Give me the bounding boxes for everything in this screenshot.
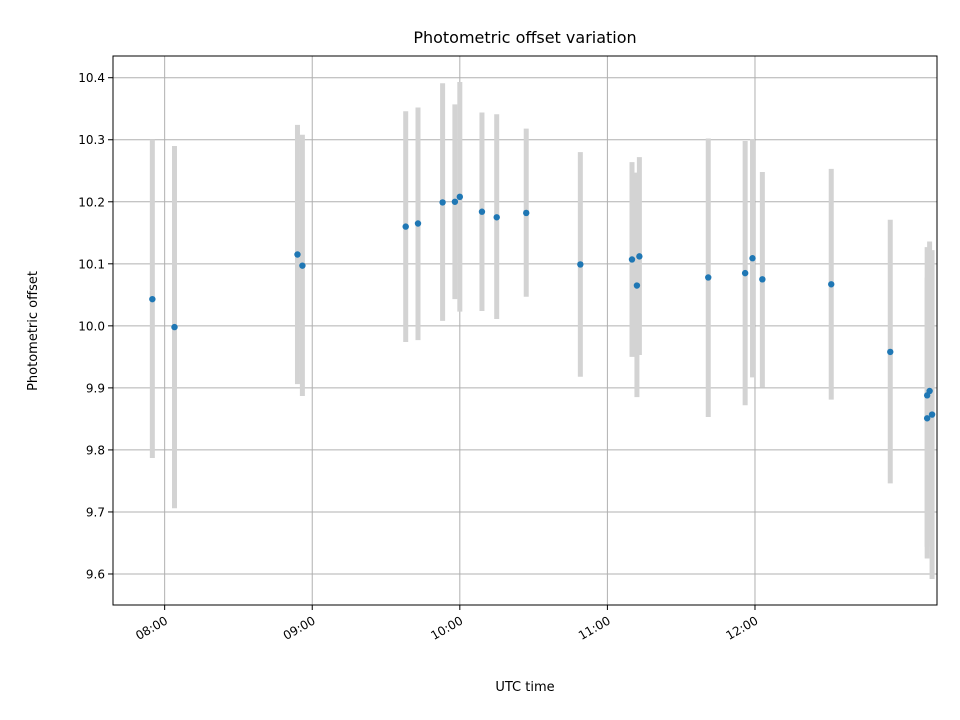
y-tick-label: 9.9	[86, 381, 105, 395]
plot-frame	[112, 55, 938, 606]
data-point	[171, 323, 178, 331]
y-tick-label: 10.4	[78, 71, 105, 85]
data-point	[749, 255, 756, 262]
y-tick-label: 9.8	[86, 443, 105, 457]
y-tick-label: 10.2	[78, 195, 105, 209]
data-point	[294, 251, 301, 258]
chart-title: Photometric offset variation	[413, 28, 636, 47]
data-point	[414, 220, 422, 227]
data-point	[705, 274, 712, 281]
y-tick-label: 9.6	[86, 567, 105, 581]
y-tick-label: 10.0	[78, 319, 105, 333]
data-point	[402, 223, 409, 230]
data-point	[523, 209, 530, 217]
x-axis-label: UTC time	[495, 680, 554, 695]
data-point	[299, 262, 306, 269]
data-point	[577, 261, 584, 268]
y-tick-label: 10.1	[78, 257, 105, 271]
data-point	[451, 198, 459, 205]
data-point	[636, 253, 643, 260]
data-point	[828, 281, 835, 288]
data-point	[633, 282, 641, 289]
data-point	[759, 276, 766, 283]
y-axis-ticks: 9.6 9.7 9.8 9.9 10.0 10.1 10.2 10.3 10.4	[78, 71, 113, 581]
y-tick-label: 10.3	[78, 133, 105, 147]
data-point	[926, 387, 933, 395]
data-point	[456, 193, 464, 201]
data-point	[439, 199, 446, 206]
data-point	[741, 269, 749, 277]
data-point	[149, 295, 156, 303]
data-point	[628, 256, 636, 263]
data-point	[478, 208, 486, 215]
data-point	[928, 411, 936, 418]
y-axis-label: Photometric offset	[26, 271, 41, 391]
data-point	[493, 214, 500, 221]
data-point	[923, 415, 931, 422]
data-point	[887, 348, 894, 356]
y-tick-label: 9.7	[86, 505, 105, 519]
data-points	[149, 193, 936, 422]
